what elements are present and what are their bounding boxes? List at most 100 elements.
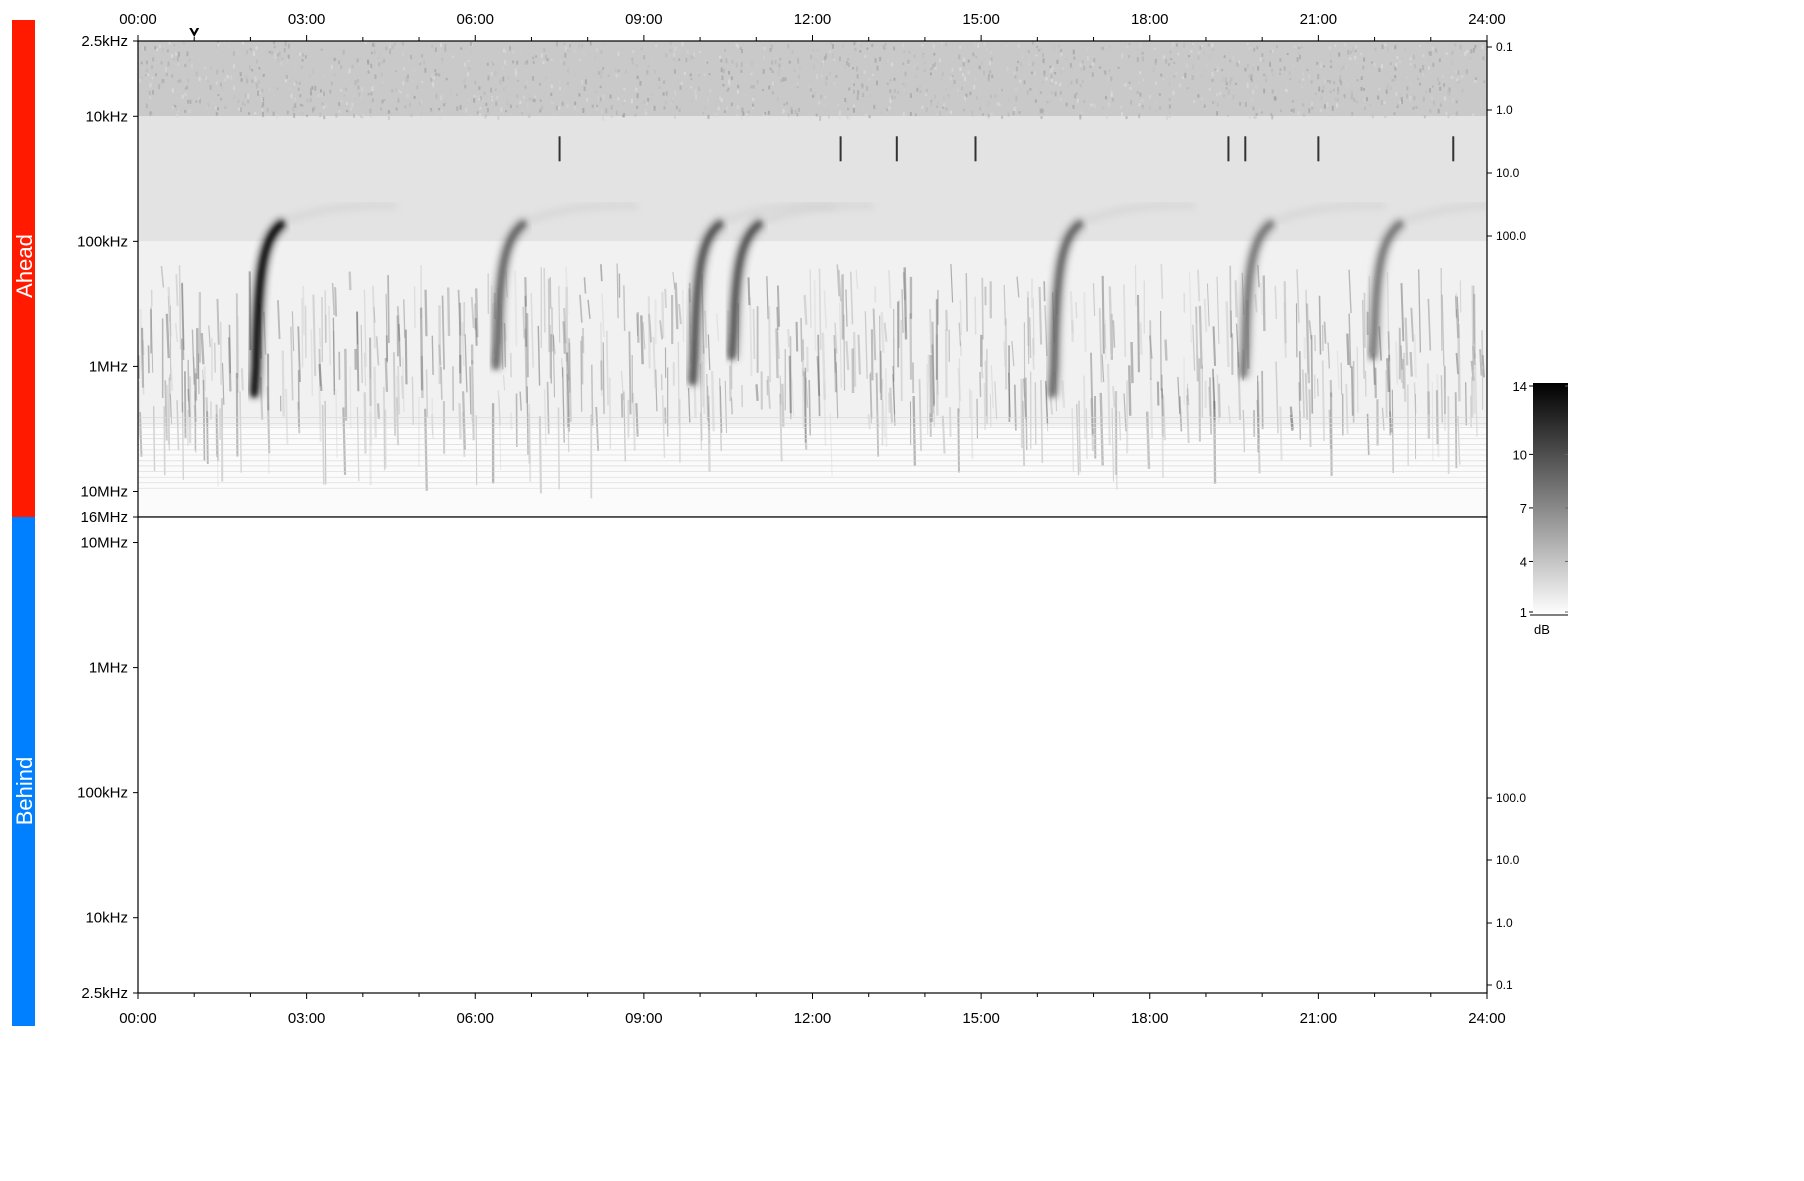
- noise-speckle: [1474, 79, 1477, 83]
- noise-speckle: [727, 70, 730, 75]
- noise-speckle: [1042, 52, 1045, 58]
- noise-streak: [767, 376, 771, 409]
- noise-streak: [875, 372, 880, 457]
- noise-streak: [522, 306, 526, 339]
- noise-speckle: [344, 87, 347, 91]
- noise-speckle: [1387, 83, 1390, 88]
- noise-speckle: [340, 65, 343, 70]
- noise-speckle: [739, 46, 742, 50]
- noise-streak: [1259, 282, 1264, 316]
- noise-speckle: [494, 88, 497, 91]
- noise-speckle: [1246, 63, 1249, 68]
- noise-streak: [228, 324, 232, 374]
- noise-streak: [562, 321, 566, 354]
- noise-speckle: [1413, 95, 1416, 101]
- noise-speckle: [882, 88, 885, 91]
- noise-speckle: [1037, 48, 1040, 52]
- noise-speckle: [582, 107, 585, 113]
- noise-speckle: [1234, 45, 1237, 49]
- noise-speckle: [1279, 58, 1282, 62]
- noise-speckle: [1071, 65, 1074, 70]
- noise-speckle: [824, 96, 827, 99]
- noise-speckle: [1385, 85, 1388, 89]
- noise-streak: [1027, 297, 1030, 364]
- noise-speckle: [493, 59, 496, 64]
- noise-speckle: [816, 74, 819, 79]
- noise-speckle: [1251, 98, 1254, 104]
- noise-streak: [833, 348, 838, 393]
- noise-streak: [462, 391, 467, 450]
- noise-speckle: [306, 114, 309, 117]
- noise-speckle: [1006, 66, 1009, 71]
- noise-speckle: [828, 50, 831, 54]
- noise-speckle: [794, 109, 797, 114]
- noise-speckle: [1041, 108, 1044, 113]
- noise-streak: [1298, 351, 1302, 401]
- noise-speckle: [996, 101, 999, 106]
- noise-speckle: [490, 97, 493, 100]
- noise-speckle: [1208, 88, 1211, 92]
- noise-streak: [587, 299, 591, 319]
- radio-burst-core: [730, 220, 763, 359]
- noise-speckle: [763, 55, 766, 60]
- noise-streak: [458, 403, 462, 440]
- noise-streak: [396, 375, 399, 412]
- noise-speckle: [573, 71, 576, 77]
- noise-speckle: [152, 57, 155, 62]
- noise-speckle: [963, 108, 966, 112]
- noise-speckle: [975, 55, 978, 59]
- noise-speckle: [410, 54, 413, 60]
- noise-streak: [524, 277, 528, 307]
- noise-speckle: [1121, 53, 1124, 59]
- noise-speckle: [634, 113, 637, 117]
- noise-streak: [369, 378, 373, 446]
- noise-speckle: [1306, 68, 1309, 72]
- noise-speckle: [1334, 96, 1337, 102]
- noise-speckle: [602, 67, 605, 70]
- noise-streak: [1076, 404, 1080, 476]
- noise-speckle: [460, 47, 463, 50]
- noise-speckle: [335, 113, 338, 118]
- noise-speckle: [1435, 50, 1438, 55]
- noise-speckle: [1192, 76, 1195, 81]
- noise-speckle: [251, 68, 254, 72]
- noise-streak: [655, 369, 658, 412]
- noise-streak: [1108, 286, 1113, 355]
- noise-speckle: [1385, 70, 1388, 75]
- noise-speckle: [514, 68, 517, 74]
- noise-speckle: [689, 73, 692, 77]
- noise-speckle: [673, 116, 676, 119]
- noise-speckle: [145, 69, 148, 72]
- noise-streak: [1386, 358, 1391, 392]
- noise-speckle: [1328, 45, 1331, 50]
- noise-speckle: [1427, 66, 1430, 70]
- noise-streak: [900, 319, 903, 402]
- noise-speckle: [1323, 65, 1326, 68]
- noise-streak: [801, 368, 805, 429]
- noise-speckle: [1079, 114, 1082, 120]
- noise-streak: [852, 332, 857, 387]
- band-high-freq: [138, 241, 1487, 427]
- noise-streak: [788, 355, 792, 414]
- noise-speckle: [1001, 115, 1004, 119]
- noise-speckle: [706, 98, 709, 104]
- noise-streak: [707, 386, 710, 430]
- noise-speckle: [689, 55, 692, 61]
- noise-speckle: [1078, 100, 1081, 105]
- noise-speckle: [1158, 93, 1161, 96]
- noise-speckle: [973, 54, 976, 57]
- noise-streak: [470, 297, 475, 329]
- noise-streak: [600, 264, 603, 282]
- noise-speckle: [1065, 58, 1068, 61]
- noise-speckle: [1177, 53, 1180, 56]
- noise-speckle: [1255, 85, 1258, 89]
- noise-speckle: [1422, 65, 1425, 70]
- noise-streak: [557, 407, 561, 490]
- noise-speckle: [1271, 114, 1274, 120]
- noise-streak: [704, 310, 708, 349]
- noise-speckle: [1474, 77, 1477, 81]
- noise-speckle: [182, 41, 185, 45]
- noise-speckle: [501, 66, 504, 70]
- noise-streak: [356, 311, 359, 345]
- noise-speckle: [1014, 87, 1017, 92]
